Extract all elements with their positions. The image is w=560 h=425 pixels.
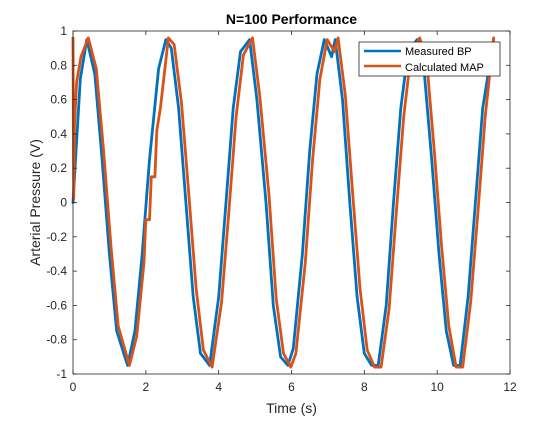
chart-title: N=100 Performance bbox=[226, 11, 357, 27]
y-tick-label: 0 bbox=[60, 196, 67, 210]
x-tick-label: 8 bbox=[361, 380, 368, 394]
x-axis-label: Time (s) bbox=[266, 400, 317, 416]
y-tick-label: 0.8 bbox=[50, 58, 67, 72]
legend: Measured BP Calculated MAP bbox=[358, 41, 501, 77]
y-tick-label: 1 bbox=[60, 24, 67, 38]
y-tick-label: -0.4 bbox=[46, 264, 67, 278]
y-tick-label: 0.6 bbox=[50, 93, 67, 107]
legend-box bbox=[358, 41, 501, 77]
x-tick-label: 12 bbox=[503, 380, 517, 394]
x-tick-label: 4 bbox=[215, 380, 222, 394]
y-tick-label: -0.8 bbox=[46, 333, 67, 347]
x-tick-label: 2 bbox=[142, 380, 149, 394]
legend-label-measured-bp: Measured BP bbox=[405, 46, 472, 58]
x-tick-label: 6 bbox=[288, 380, 295, 394]
y-tick-label: 0.2 bbox=[50, 161, 67, 175]
y-axis-label: Arterial Pressure (V) bbox=[27, 139, 43, 266]
y-tick-label: -0.6 bbox=[46, 298, 67, 312]
y-tick-label: -1 bbox=[56, 367, 67, 381]
y-tick-label: 0.4 bbox=[50, 127, 67, 141]
x-tick-label: 10 bbox=[430, 380, 444, 394]
tick-labels: 0 2 4 6 8 10 12 -1 -0.8 -0.6 -0.4 -0.2 0 0.2 0.4 0.6 0.8… bbox=[46, 24, 517, 394]
y-tick-label: -0.2 bbox=[46, 230, 67, 244]
x-tick-label: 0 bbox=[70, 380, 77, 394]
legend-label-calculated-map: Calculated MAP bbox=[405, 62, 484, 74]
axes bbox=[72, 30, 511, 375]
